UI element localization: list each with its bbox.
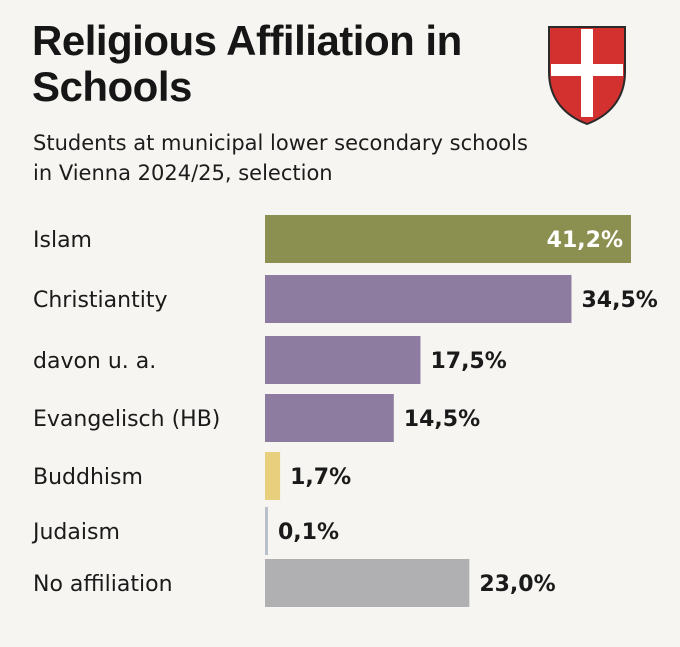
- chart-subtitle: Students at municipal lower secondary sc…: [33, 131, 528, 185]
- value-label: 34,5%: [581, 288, 657, 313]
- category-label: Judaism: [31, 520, 120, 545]
- bar: [265, 559, 470, 607]
- bar: [265, 452, 281, 500]
- value-label: 17,5%: [430, 349, 506, 374]
- bar: [265, 394, 394, 442]
- bar: [265, 336, 421, 384]
- category-label: davon u. a.: [33, 349, 156, 374]
- category-label: Christiantity: [33, 288, 167, 313]
- bar: [265, 507, 268, 555]
- category-label: Evangelisch (HB): [33, 407, 220, 432]
- category-label: No affiliation: [33, 572, 173, 597]
- value-label: 0,1%: [278, 520, 339, 545]
- value-label: 41,2%: [547, 228, 623, 253]
- category-label: Islam: [33, 228, 92, 253]
- chart-title: Religious Affiliation in Schools: [32, 17, 462, 110]
- value-label: 1,7%: [290, 465, 351, 490]
- value-label: 14,5%: [404, 407, 480, 432]
- bar: [265, 275, 572, 323]
- vienna-coat-of-arms-icon: [548, 26, 626, 126]
- category-label: Buddhism: [33, 465, 143, 490]
- bar: [265, 215, 631, 263]
- value-label: 23,0%: [479, 572, 555, 597]
